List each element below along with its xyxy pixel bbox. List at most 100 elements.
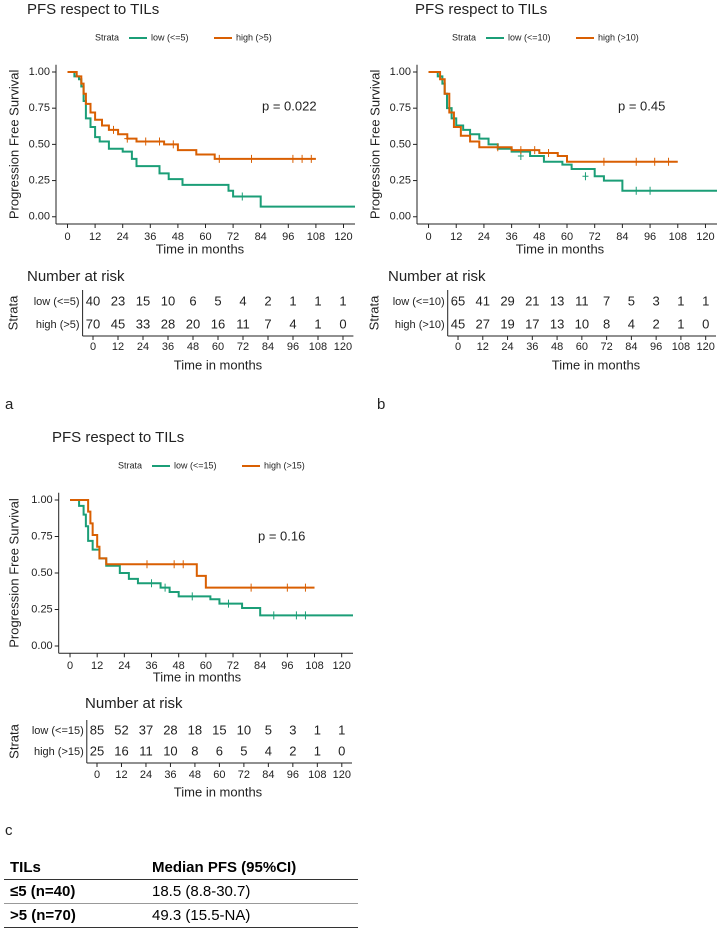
legend-label: low (<=15) xyxy=(174,460,217,470)
x-tick-label: 12 xyxy=(89,231,101,243)
censor-mark xyxy=(302,583,309,592)
risk-count: 20 xyxy=(186,316,200,331)
y-tick-label: 0.00 xyxy=(31,640,52,652)
risk-count: 5 xyxy=(214,293,221,308)
censor-mark xyxy=(248,583,255,592)
y-tick-label: 0.50 xyxy=(390,138,411,150)
panel-label: c xyxy=(5,822,13,839)
x-axis-label: Time in months xyxy=(516,241,605,256)
panel-label: b xyxy=(377,396,385,413)
x-tick-label: 120 xyxy=(696,231,714,243)
risk-x-tick-label: 72 xyxy=(600,341,612,353)
x-tick-label: 48 xyxy=(172,231,184,243)
risk-count: 85 xyxy=(90,722,104,737)
x-tick-label: 24 xyxy=(117,231,129,243)
risk-x-tick-label: 36 xyxy=(526,341,538,353)
panel-label: a xyxy=(5,396,14,413)
y-tick-label: 0.25 xyxy=(31,603,52,615)
risk-count: 3 xyxy=(289,722,296,737)
risk-count: 28 xyxy=(163,722,177,737)
figure: PFS respect to TILs a Strata low (<=5) high … xyxy=(5,1,717,839)
cell: >5 (n=70) xyxy=(4,903,146,928)
risk-count: 2 xyxy=(653,316,660,331)
risk-count: 15 xyxy=(136,293,150,308)
risk-x-tick-label: 60 xyxy=(212,341,224,353)
survival-curve xyxy=(70,499,353,617)
x-tick-label: 72 xyxy=(589,231,601,243)
x-tick-label: 60 xyxy=(200,660,212,672)
censor-mark xyxy=(143,560,150,569)
legend-label: high (>5) xyxy=(236,32,272,42)
cell: 49.3 (15.5-NA) xyxy=(146,903,358,928)
censor-mark xyxy=(293,611,300,620)
risk-x-tick-label: 60 xyxy=(576,341,588,353)
legend-label: low (<=5) xyxy=(151,32,189,42)
risk-count: 1 xyxy=(314,316,321,331)
censor-mark xyxy=(216,154,223,163)
risk-x-tick-label: 36 xyxy=(162,341,174,353)
risk-x-tick-label: 24 xyxy=(137,341,149,353)
risk-x-label: Time in months xyxy=(552,357,641,372)
censor-mark xyxy=(171,560,178,569)
censor-mark xyxy=(270,611,277,620)
risk-count: 4 xyxy=(265,743,272,758)
x-tick-label: 96 xyxy=(281,660,293,672)
risk-title: Number at risk xyxy=(388,268,486,285)
risk-x-tick-label: 108 xyxy=(672,341,690,353)
risk-y-label: Strata xyxy=(366,295,381,330)
censor-mark xyxy=(633,157,640,166)
risk-x-tick-label: 0 xyxy=(90,341,96,353)
x-tick-label: 24 xyxy=(478,231,490,243)
risk-count: 10 xyxy=(575,316,589,331)
x-tick-label: 36 xyxy=(145,660,157,672)
censor-mark xyxy=(494,143,501,152)
y-tick-label: 0.25 xyxy=(390,174,411,186)
header-cell: Median PFS (95%CI) xyxy=(146,856,358,880)
risk-count: 1 xyxy=(677,316,684,331)
risk-row-label: low (<=15) xyxy=(32,725,84,737)
risk-x-tick-label: 96 xyxy=(287,341,299,353)
y-axis-label: Progression Free Survival xyxy=(6,498,21,648)
risk-count: 19 xyxy=(500,316,514,331)
censor-mark xyxy=(162,583,169,592)
header-cell: TILs xyxy=(4,856,146,880)
censor-mark xyxy=(170,140,177,149)
risk-count: 4 xyxy=(239,293,246,308)
risk-count: 33 xyxy=(136,316,150,331)
risk-count: 17 xyxy=(525,316,539,331)
risk-title: Number at risk xyxy=(85,695,183,712)
x-tick-label: 84 xyxy=(616,231,628,243)
risk-count: 29 xyxy=(500,293,514,308)
censor-mark xyxy=(531,146,538,155)
risk-count: 1 xyxy=(314,293,321,308)
x-tick-label: 96 xyxy=(282,231,294,243)
x-tick-label: 0 xyxy=(64,231,70,243)
risk-count: 10 xyxy=(237,722,251,737)
risk-count: 1 xyxy=(339,293,346,308)
risk-x-tick-label: 84 xyxy=(262,769,274,781)
x-tick-label: 60 xyxy=(199,231,211,243)
legend-title: Strata xyxy=(452,32,476,42)
risk-count: 4 xyxy=(289,316,296,331)
risk-count: 8 xyxy=(603,316,610,331)
y-axis-label: Progression Free Survival xyxy=(367,69,382,219)
risk-count: 52 xyxy=(114,722,128,737)
risk-row-label: high (>5) xyxy=(36,319,80,331)
risk-count: 13 xyxy=(550,316,564,331)
x-tick-label: 120 xyxy=(333,660,351,672)
chart-title: PFS respect to TILs xyxy=(52,429,184,446)
risk-x-tick-label: 12 xyxy=(112,341,124,353)
risk-count: 5 xyxy=(265,722,272,737)
censor-mark xyxy=(284,583,291,592)
risk-y-label: Strata xyxy=(6,723,21,758)
legend-title: Strata xyxy=(95,32,119,42)
x-tick-label: 36 xyxy=(144,231,156,243)
risk-y-label: Strata xyxy=(5,295,20,330)
risk-x-tick-label: 12 xyxy=(115,769,127,781)
risk-x-tick-label: 12 xyxy=(477,341,489,353)
risk-count: 1 xyxy=(314,743,321,758)
risk-count: 18 xyxy=(188,722,202,737)
risk-count: 5 xyxy=(240,743,247,758)
censor-mark xyxy=(189,592,196,601)
